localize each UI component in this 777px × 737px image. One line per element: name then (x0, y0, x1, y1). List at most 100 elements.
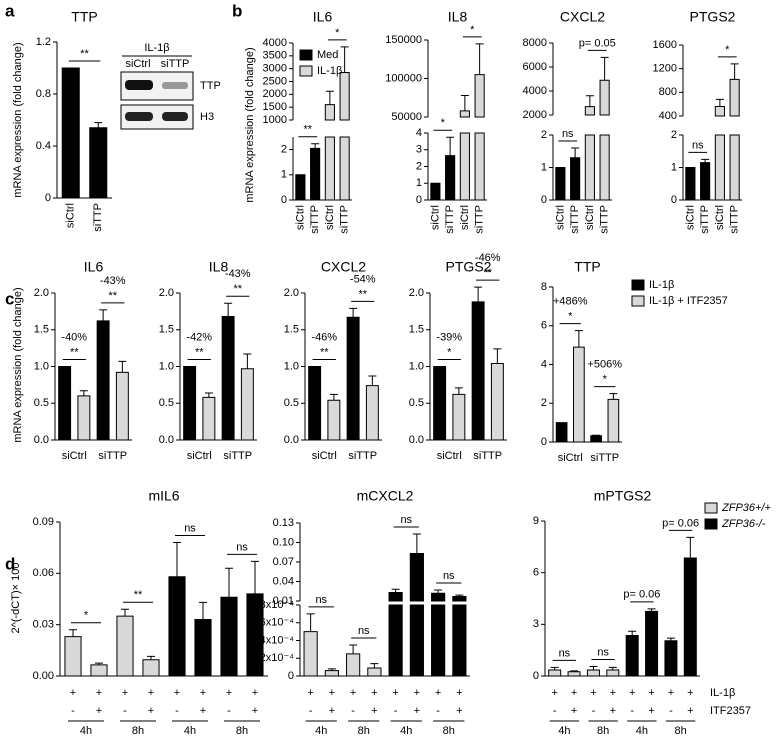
y-tick-label: 8 (541, 281, 547, 293)
bar (606, 669, 620, 677)
error-bar (251, 560, 259, 594)
treatment-mark: + (687, 687, 693, 699)
panel-label: d (5, 554, 15, 573)
treatment-mark: + (96, 705, 102, 717)
y-tick-label: 0.03 (33, 619, 54, 631)
bar (303, 631, 318, 677)
error-bar (701, 158, 710, 163)
bar (77, 395, 91, 441)
error-bar (306, 613, 315, 632)
group-label: siTTP (590, 452, 619, 464)
group-label: 8h (675, 725, 687, 737)
legend-swatch (704, 502, 718, 514)
bar (452, 595, 467, 677)
error-bar (570, 670, 579, 672)
error-bar (574, 330, 583, 348)
error-bar (349, 644, 358, 654)
y-tick-label: 0.01 (273, 595, 294, 607)
treatment-mark: + (350, 687, 356, 699)
x-tick-label: siCtrl (429, 205, 441, 230)
treatment-mark: + (70, 687, 76, 699)
treatment-mark: - (71, 705, 75, 717)
y-tick-label: 4000 (263, 37, 287, 49)
y-tick-label: 1.0 (34, 360, 49, 372)
error-bar (147, 655, 155, 660)
treatment-mark: - (592, 705, 596, 717)
error-bar (609, 393, 618, 400)
bar (96, 320, 110, 441)
bar (430, 182, 441, 201)
change-label: -40% (61, 331, 87, 343)
treatment-mark: + (329, 687, 335, 699)
group-label: 8h (236, 725, 248, 737)
significance-label: ns (400, 514, 412, 526)
y-tick-label: 0.5 (34, 397, 49, 409)
x-tick-label: siCtrl (684, 205, 696, 230)
chart-title: TTP (71, 9, 97, 25)
y-tick-label: 2000 (263, 88, 287, 100)
y-tick-label: 3500 (263, 50, 287, 62)
y-tick-label: 1.5 (409, 324, 424, 336)
significance-label: ** (320, 346, 329, 358)
y-tick-label: 4x10⁻⁴ (260, 634, 295, 646)
blot-band-label: H3 (200, 111, 214, 123)
bar (409, 553, 424, 677)
change-label: -54% (350, 273, 376, 285)
y-tick-label: 1.0 (284, 360, 299, 372)
bar (388, 592, 403, 677)
treatment-mark: - (669, 705, 673, 717)
y-tick-label: 4000 (523, 85, 547, 97)
bar (700, 162, 711, 201)
legend-label: ZFP36-/- (721, 518, 766, 530)
bar (645, 610, 659, 677)
significance-label: ** (70, 346, 79, 358)
error-bar (118, 360, 127, 373)
panel-label: b (232, 1, 242, 20)
y-tick-label: 0.13 (273, 517, 294, 529)
group-label: 8h (443, 725, 455, 737)
treatment-mark: + (329, 705, 335, 717)
bar (683, 557, 697, 677)
legend-label: Med (317, 49, 338, 61)
treatment-mark: + (435, 687, 441, 699)
group-label: siCtrl (312, 450, 337, 462)
y-tick-label: 0 (281, 194, 287, 206)
y-axis-label: mRNA expression (fold change) (12, 287, 24, 442)
significance-label: * (447, 346, 452, 358)
y-tick-label: 0.09 (33, 516, 54, 528)
treatment-mark: - (630, 705, 634, 717)
legend-swatch (631, 295, 645, 307)
y-tick-label: 0.5 (284, 397, 299, 409)
treatment-mark: + (371, 687, 377, 699)
significance-label: ns (597, 646, 609, 658)
significance-label: ns (443, 570, 455, 582)
treatment-mark: + (200, 687, 206, 699)
y-tick-label: 1 (416, 177, 422, 189)
bar (474, 74, 485, 201)
y-tick-label: 1.2 (36, 36, 51, 48)
x-tick-label: siTTP (699, 205, 711, 234)
bar (433, 366, 447, 441)
y-tick-label: 1 (281, 169, 287, 181)
y-tick-label: 4 (416, 127, 422, 139)
significance-label: p= 0.05 (579, 37, 616, 49)
treatment-mark: - (394, 705, 398, 717)
y-tick-label: 1200 (653, 63, 677, 75)
bar (685, 167, 696, 201)
treatment-mark: + (252, 705, 258, 717)
y-tick-label: 0.07 (273, 556, 294, 568)
blot-band (125, 80, 153, 90)
y-tick-label: 0 (541, 194, 547, 206)
treatment-mark: + (571, 687, 577, 699)
error-bar (94, 122, 103, 128)
y-tick-label: 2.0 (409, 287, 424, 299)
blot-treatment: IL-1β (144, 42, 169, 54)
significance-label: ns (315, 594, 327, 606)
x-tick-label: siTTP (569, 205, 581, 234)
error-bar (628, 630, 637, 636)
significance-label: * (441, 117, 446, 129)
y-tick-label: 0.04 (273, 575, 294, 587)
bar (308, 366, 322, 441)
treatment-mark: + (456, 705, 462, 717)
y-tick-label: 0.0 (409, 434, 424, 446)
